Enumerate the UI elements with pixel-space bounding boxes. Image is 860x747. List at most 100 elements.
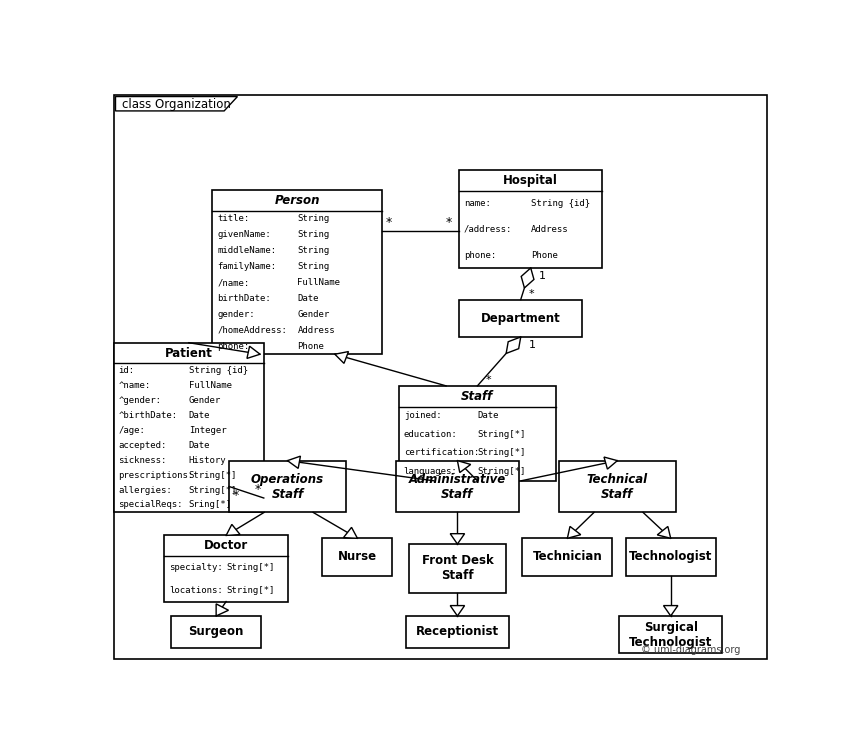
Text: Doctor: Doctor	[204, 539, 249, 552]
FancyBboxPatch shape	[399, 386, 556, 481]
Text: Date: Date	[477, 412, 499, 421]
Text: Gender: Gender	[189, 396, 221, 405]
Text: /name:: /name:	[217, 278, 249, 287]
Text: ^name:: ^name:	[119, 381, 150, 390]
Text: class Organization: class Organization	[122, 98, 231, 111]
Text: Date: Date	[298, 294, 319, 303]
FancyBboxPatch shape	[229, 461, 346, 512]
Text: ^birthDate:: ^birthDate:	[119, 411, 178, 420]
Text: accepted:: accepted:	[119, 441, 167, 450]
Text: Phone: Phone	[298, 342, 324, 351]
Text: id:: id:	[119, 366, 135, 376]
Text: String: String	[298, 262, 329, 271]
Text: String {id}: String {id}	[531, 199, 590, 208]
Polygon shape	[343, 527, 358, 539]
Text: certification:: certification:	[403, 448, 479, 457]
Polygon shape	[664, 606, 678, 616]
Text: Date: Date	[189, 411, 211, 420]
Text: specialty:: specialty:	[169, 563, 223, 572]
Polygon shape	[115, 96, 237, 111]
Text: *: *	[529, 288, 534, 299]
Text: Front Desk
Staff: Front Desk Staff	[421, 554, 494, 583]
Text: © uml-diagrams.org: © uml-diagrams.org	[642, 645, 740, 655]
Text: Person: Person	[274, 194, 320, 207]
Text: ^gender:: ^gender:	[119, 396, 162, 405]
FancyBboxPatch shape	[396, 461, 519, 512]
FancyBboxPatch shape	[322, 539, 392, 576]
Polygon shape	[604, 457, 617, 469]
FancyBboxPatch shape	[459, 300, 582, 337]
Text: title:: title:	[217, 214, 249, 223]
Text: Technical
Staff: Technical Staff	[587, 473, 648, 500]
Text: birthDate:: birthDate:	[217, 294, 271, 303]
Text: Technologist: Technologist	[629, 551, 712, 563]
Text: middleName:: middleName:	[217, 247, 276, 255]
Text: Department: Department	[481, 311, 561, 325]
Text: Gender: Gender	[298, 310, 329, 319]
Text: Operations
Staff: Operations Staff	[251, 473, 324, 500]
Text: Surgeon: Surgeon	[188, 625, 244, 638]
FancyBboxPatch shape	[559, 461, 676, 512]
FancyBboxPatch shape	[114, 96, 767, 659]
FancyBboxPatch shape	[459, 170, 602, 268]
Text: *: *	[255, 483, 261, 497]
Text: languages:: languages:	[403, 467, 458, 476]
Text: 1: 1	[538, 271, 546, 282]
Text: Receptionist: Receptionist	[416, 625, 499, 638]
Text: Sring[*]: Sring[*]	[189, 500, 232, 509]
FancyBboxPatch shape	[522, 539, 612, 576]
Text: Date: Date	[189, 441, 211, 450]
Text: Patient: Patient	[165, 347, 212, 359]
FancyBboxPatch shape	[164, 536, 288, 601]
FancyBboxPatch shape	[171, 616, 261, 648]
Text: String {id}: String {id}	[189, 366, 248, 376]
FancyBboxPatch shape	[619, 616, 722, 654]
Polygon shape	[507, 337, 521, 353]
Text: *: *	[445, 216, 452, 229]
Text: 1: 1	[529, 341, 536, 350]
Text: allergies:: allergies:	[119, 486, 172, 495]
Text: phone:: phone:	[217, 342, 249, 351]
Text: FullName: FullName	[298, 278, 341, 287]
Text: String[*]: String[*]	[477, 467, 525, 476]
FancyBboxPatch shape	[409, 544, 506, 593]
FancyBboxPatch shape	[406, 616, 509, 648]
Text: joined:: joined:	[403, 412, 441, 421]
Polygon shape	[287, 456, 300, 468]
Text: *: *	[386, 216, 392, 229]
Text: prescriptions:: prescriptions:	[119, 471, 194, 480]
Text: Address: Address	[531, 225, 568, 234]
Text: gender:: gender:	[217, 310, 255, 319]
Text: FullName: FullName	[189, 381, 232, 390]
Text: /age:: /age:	[119, 426, 145, 435]
Text: String[*]: String[*]	[226, 586, 274, 595]
Polygon shape	[226, 524, 240, 536]
Text: String[*]: String[*]	[477, 430, 525, 439]
Text: /address:: /address:	[464, 225, 512, 234]
Text: name:: name:	[464, 199, 490, 208]
Text: Surgical
Technologist: Surgical Technologist	[629, 621, 712, 648]
Polygon shape	[451, 533, 464, 544]
Text: *: *	[232, 489, 239, 502]
Polygon shape	[216, 604, 229, 616]
Polygon shape	[657, 527, 671, 539]
Text: givenName:: givenName:	[217, 230, 271, 239]
Polygon shape	[451, 606, 464, 616]
Text: String[*]: String[*]	[226, 563, 274, 572]
Text: String: String	[298, 214, 329, 223]
Text: Integer: Integer	[189, 426, 226, 435]
Text: Staff: Staff	[461, 390, 494, 403]
Text: phone:: phone:	[464, 250, 496, 260]
Text: familyName:: familyName:	[217, 262, 276, 271]
FancyBboxPatch shape	[212, 190, 383, 354]
Text: Nurse: Nurse	[338, 551, 377, 563]
Text: education:: education:	[403, 430, 458, 439]
FancyBboxPatch shape	[114, 343, 264, 512]
Text: Administrative
Staff: Administrative Staff	[408, 473, 506, 500]
Polygon shape	[247, 346, 260, 359]
Text: String[*]: String[*]	[189, 486, 237, 495]
Text: String[*]: String[*]	[189, 471, 237, 480]
Text: sickness:: sickness:	[119, 456, 167, 465]
Text: String[*]: String[*]	[477, 448, 525, 457]
Text: String: String	[298, 230, 329, 239]
